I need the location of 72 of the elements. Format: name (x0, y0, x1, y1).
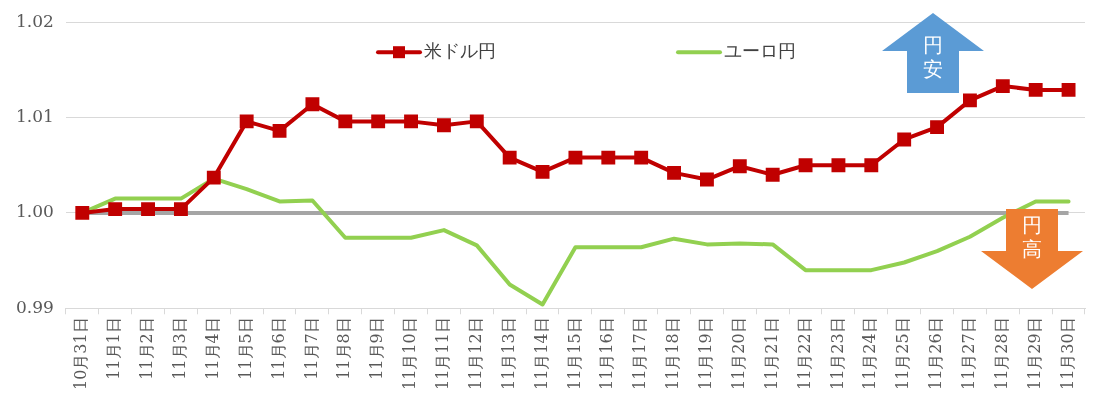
x-tick-label: 11月18日 (663, 317, 683, 390)
point (239, 114, 254, 129)
point (930, 120, 945, 135)
x-tick-label: 11月21日 (761, 317, 781, 390)
x-tick-label: 10月31日 (71, 317, 91, 390)
x-tick-label: 11月20日 (728, 317, 748, 390)
point (173, 202, 188, 217)
point (338, 114, 353, 129)
point (699, 172, 714, 187)
up-arrow: 円安 (882, 13, 984, 93)
x-tick-label: 11月27日 (959, 317, 979, 390)
x-tick-label: 11月5日 (235, 317, 255, 380)
point (864, 158, 879, 173)
x-tick-label: 11月25日 (893, 317, 913, 390)
point (897, 132, 912, 147)
point (831, 158, 846, 173)
x-tick-label: 11月22日 (794, 317, 814, 390)
point (765, 167, 780, 182)
x-tick-label: 11月12日 (465, 317, 485, 390)
annotation: 円安 (922, 33, 944, 81)
point (995, 79, 1010, 94)
point (634, 150, 649, 165)
x-tick-label: 11月23日 (827, 317, 847, 390)
x-tick-label: 11月13日 (498, 317, 518, 390)
x-tick-label: 11月16日 (597, 317, 617, 390)
point (141, 202, 155, 217)
x-tick-label: 11月3日 (170, 317, 190, 380)
point (962, 93, 977, 108)
x-tick-label: 11月26日 (926, 317, 946, 390)
x-tick-label: 11月24日 (860, 317, 880, 390)
point (469, 114, 484, 129)
x-tick-label: 11月29日 (1024, 317, 1044, 390)
x-tick-label: 11月10日 (400, 317, 420, 390)
point (272, 123, 287, 138)
point (732, 159, 747, 174)
point (75, 205, 90, 220)
y-tick-label: 1.01 (15, 105, 54, 126)
point (1028, 82, 1043, 97)
x-tick-label: 11月7日 (301, 317, 321, 380)
x-tick-label: 11月1日 (104, 317, 124, 380)
legend-label: ユーロ円 (724, 39, 796, 61)
y-tick-label: 0.99 (15, 296, 54, 317)
point (502, 150, 517, 165)
down-arrow: 円高 (981, 209, 1083, 289)
annotation: 円高 (1021, 213, 1043, 261)
x-tick-label: 11月9日 (367, 317, 387, 380)
point (371, 114, 386, 129)
point (305, 97, 320, 112)
point (568, 150, 583, 165)
x-tick-label: 11月30日 (1057, 317, 1077, 390)
point (404, 114, 418, 129)
x-tick-label: 11月14日 (531, 317, 551, 390)
point (798, 158, 813, 173)
point (535, 164, 550, 179)
point (108, 202, 123, 217)
x-tick-label: 11月17日 (630, 317, 650, 390)
point (206, 170, 221, 185)
y-tick-label: 1.00 (15, 201, 54, 222)
point (601, 150, 616, 165)
x-tick-label: 11月15日 (564, 317, 584, 390)
point (667, 165, 681, 180)
x-tick-label: 11月8日 (334, 317, 354, 380)
x-tick-label: 11月4日 (202, 317, 222, 380)
x-tick-label: 11月2日 (137, 317, 157, 380)
point (1061, 82, 1076, 97)
y-tick-label: 1.02 (15, 10, 54, 31)
x-tick-label: 11月28日 (991, 317, 1011, 390)
x-tick-label: 11月11日 (433, 317, 453, 390)
x-tick-label: 11月19日 (696, 317, 716, 390)
legend-label: 米ドル円 (424, 39, 496, 61)
x-tick-label: 11月6日 (268, 317, 288, 380)
point (436, 118, 451, 133)
